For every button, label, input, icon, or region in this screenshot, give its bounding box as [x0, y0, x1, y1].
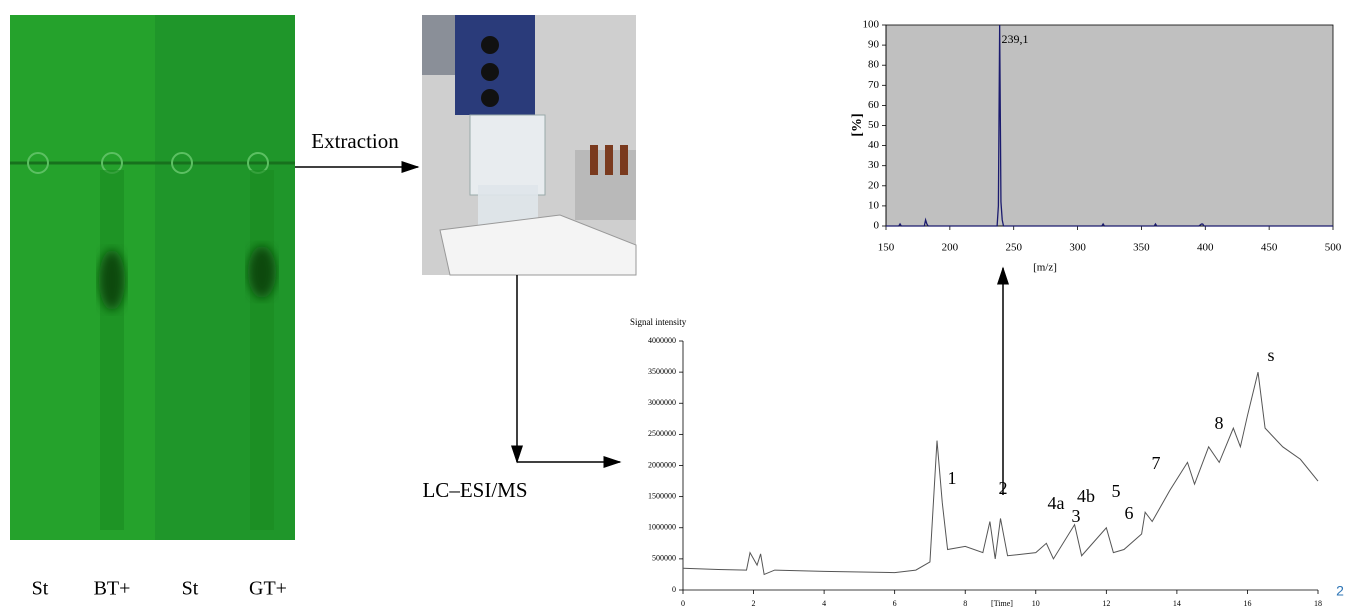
- y-tick-label: 80: [868, 59, 880, 71]
- y-axis-label: Signal intensity: [630, 317, 687, 327]
- lane-label: St: [32, 578, 49, 600]
- annotation: 239,1: [1002, 32, 1029, 46]
- y-tick-label: 70: [868, 79, 880, 91]
- peak-label: 7: [1152, 453, 1161, 473]
- x-tick-label: 250: [1005, 242, 1022, 254]
- peak-label: 4b: [1077, 486, 1095, 506]
- lane-label: GT+: [249, 578, 287, 600]
- peak-label: 2: [999, 478, 1008, 498]
- x-tick-label: 14: [1173, 599, 1181, 608]
- y-tick-label: 50: [868, 119, 880, 131]
- x-tick-label: 18: [1314, 599, 1322, 608]
- x-tick-label: 8: [963, 599, 967, 608]
- tlc-plate: [10, 15, 295, 540]
- y-tick-label: 20: [868, 179, 880, 191]
- y-tick-label: 10: [868, 199, 880, 211]
- x-tick-label: 10: [1032, 599, 1040, 608]
- x-tick-label: 500: [1325, 242, 1342, 254]
- y-tick-label: 2500000: [648, 429, 676, 438]
- data-line: [886, 24, 1333, 227]
- plot-background: [885, 24, 1334, 227]
- x-tick-label: 400: [1197, 242, 1214, 254]
- page-number: 2: [1336, 583, 1344, 599]
- x-tick-label: 200: [942, 242, 959, 254]
- peak-label: 8: [1215, 413, 1224, 433]
- x-axis-label: [Time]: [991, 599, 1013, 608]
- x-axis-label: [m/z]: [1033, 262, 1057, 274]
- step-label: LC–ESI/MS: [422, 478, 527, 502]
- y-tick-label: 4000000: [648, 336, 676, 345]
- peak-label: 3: [1072, 506, 1081, 526]
- x-tick-label: 6: [893, 599, 897, 608]
- y-axis-label: [%]: [850, 113, 865, 136]
- x-tick-label: 300: [1069, 242, 1086, 254]
- x-tick-label: 12: [1102, 599, 1110, 608]
- y-tick-label: 1000000: [648, 523, 676, 532]
- y-tick-label: 0: [672, 585, 676, 594]
- y-tick-label: 500000: [652, 554, 676, 563]
- y-tick-label: 60: [868, 99, 880, 111]
- x-tick-label: 4: [822, 599, 826, 608]
- y-tick-label: 3500000: [648, 367, 676, 376]
- y-tick-label: 2000000: [648, 460, 676, 469]
- peak-label: 5: [1112, 481, 1121, 501]
- device-photo: [422, 15, 637, 276]
- peak-label: 1: [948, 468, 957, 488]
- y-tick-label: 40: [868, 139, 880, 151]
- step-label: Extraction: [311, 129, 399, 153]
- y-tick-label: 1500000: [648, 491, 676, 500]
- x-tick-label: 0: [681, 599, 685, 608]
- lane-label: BT+: [94, 578, 131, 600]
- y-tick-label: 30: [868, 159, 880, 171]
- y-tick-label: 100: [863, 19, 880, 31]
- y-tick-label: 90: [868, 39, 880, 51]
- y-tick-label: 3000000: [648, 398, 676, 407]
- x-tick-label: 16: [1243, 599, 1251, 608]
- x-tick-label: 350: [1133, 242, 1150, 254]
- peak-label: 6: [1125, 503, 1134, 523]
- x-tick-label: 450: [1261, 242, 1278, 254]
- x-tick-label: 2: [752, 599, 756, 608]
- peak-label: 4a: [1048, 493, 1065, 513]
- y-tick-label: 0: [874, 220, 880, 232]
- peak-label: s: [1267, 345, 1274, 365]
- x-tick-label: 150: [878, 242, 895, 254]
- data-line: [682, 372, 1319, 576]
- lane-label: St: [182, 578, 199, 600]
